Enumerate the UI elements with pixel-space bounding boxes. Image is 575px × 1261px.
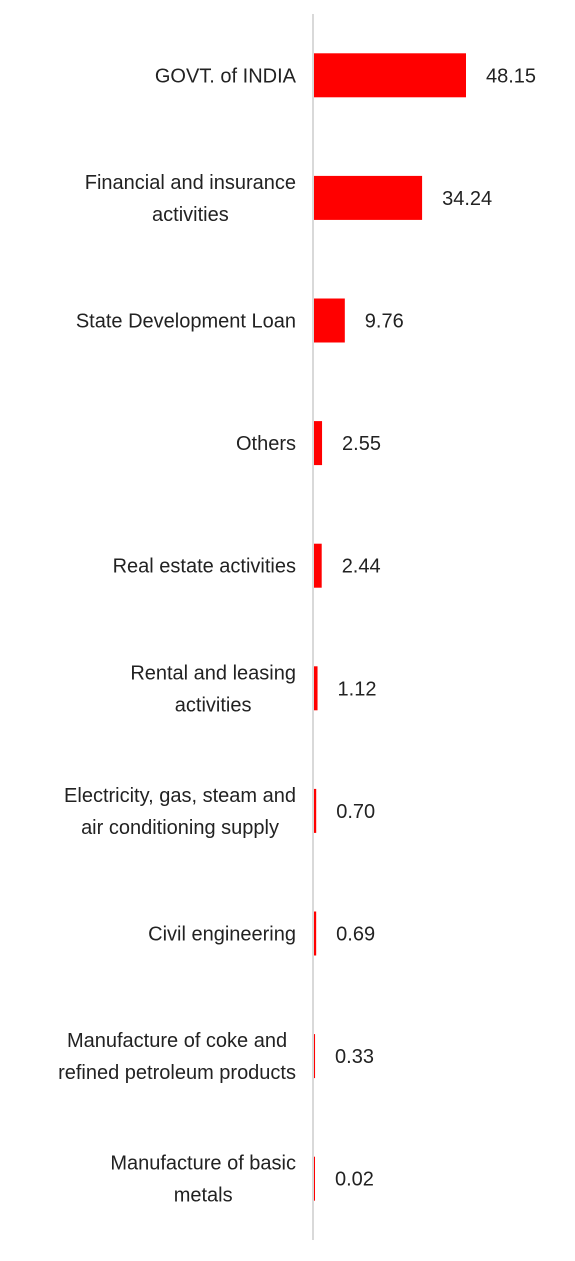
category-label-6-line-0: Electricity, gas, steam and	[64, 785, 296, 807]
bar-7	[314, 911, 317, 956]
value-label-7: 0.69	[336, 924, 375, 946]
bar-8	[314, 1034, 316, 1079]
category-label-3: Others	[236, 433, 296, 455]
bar-1	[314, 175, 423, 220]
value-label-2: 9.76	[365, 311, 404, 333]
category-label-8: Manufacture of coke and refined petroleum…	[58, 1030, 296, 1084]
category-label-2-line-0: State Development Loan	[76, 311, 296, 333]
category-label-0-line-0: GOVT. of INDIA	[155, 65, 297, 87]
category-label-4: Real estate activities	[113, 556, 296, 578]
category-labels-group: GOVT. of INDIA Financial and insurance act…	[58, 65, 297, 1206]
category-label-8-line-1: refined petroleum products	[58, 1062, 296, 1084]
value-label-4: 2.44	[342, 556, 381, 578]
value-label-0: 48.15	[486, 65, 536, 87]
bar-5	[314, 666, 318, 711]
category-label-0: GOVT. of INDIA	[155, 65, 297, 87]
bar-9	[314, 1156, 315, 1201]
value-label-5: 1.12	[338, 678, 377, 700]
value-labels-group: 48.15 34.24 9.76 2.55 2.44 1.12 0.70 0.69 0.33 0.…	[335, 65, 536, 1190]
bar-4	[314, 543, 322, 588]
value-label-6: 0.70	[336, 801, 375, 823]
category-label-2: State Development Loan	[76, 311, 296, 333]
category-label-6-line-1: air conditioning supply	[81, 817, 279, 839]
category-label-1: Financial and insurance activities	[85, 172, 296, 226]
category-label-5: Rental and leasing activities	[130, 662, 296, 716]
category-label-1-line-1: activities	[152, 204, 229, 226]
category-label-5-line-1: activities	[175, 694, 252, 716]
category-label-9-line-0: Manufacture of basic	[110, 1153, 296, 1175]
category-label-8-line-0: Manufacture of coke and	[67, 1030, 287, 1052]
bar-0	[314, 53, 466, 98]
category-label-3-line-0: Others	[236, 433, 296, 455]
category-label-4-line-0: Real estate activities	[113, 556, 296, 578]
value-label-3: 2.55	[342, 433, 381, 455]
category-label-6: Electricity, gas, steam and air condition…	[64, 785, 296, 839]
category-label-9-line-1: metals	[174, 1185, 233, 1207]
value-label-9: 0.02	[335, 1169, 374, 1191]
category-label-7: Civil engineering	[148, 924, 296, 946]
category-label-1-line-0: Financial and insurance	[85, 172, 296, 194]
bars-group	[314, 53, 466, 1201]
value-label-8: 0.33	[335, 1046, 374, 1068]
category-label-7-line-0: Civil engineering	[148, 924, 296, 946]
category-label-9: Manufacture of basic metals	[110, 1153, 296, 1207]
bar-6	[314, 788, 317, 833]
bar-2	[314, 298, 345, 343]
bar-3	[314, 421, 323, 466]
category-label-5-line-0: Rental and leasing	[130, 662, 296, 684]
value-label-1: 34.24	[442, 188, 492, 210]
